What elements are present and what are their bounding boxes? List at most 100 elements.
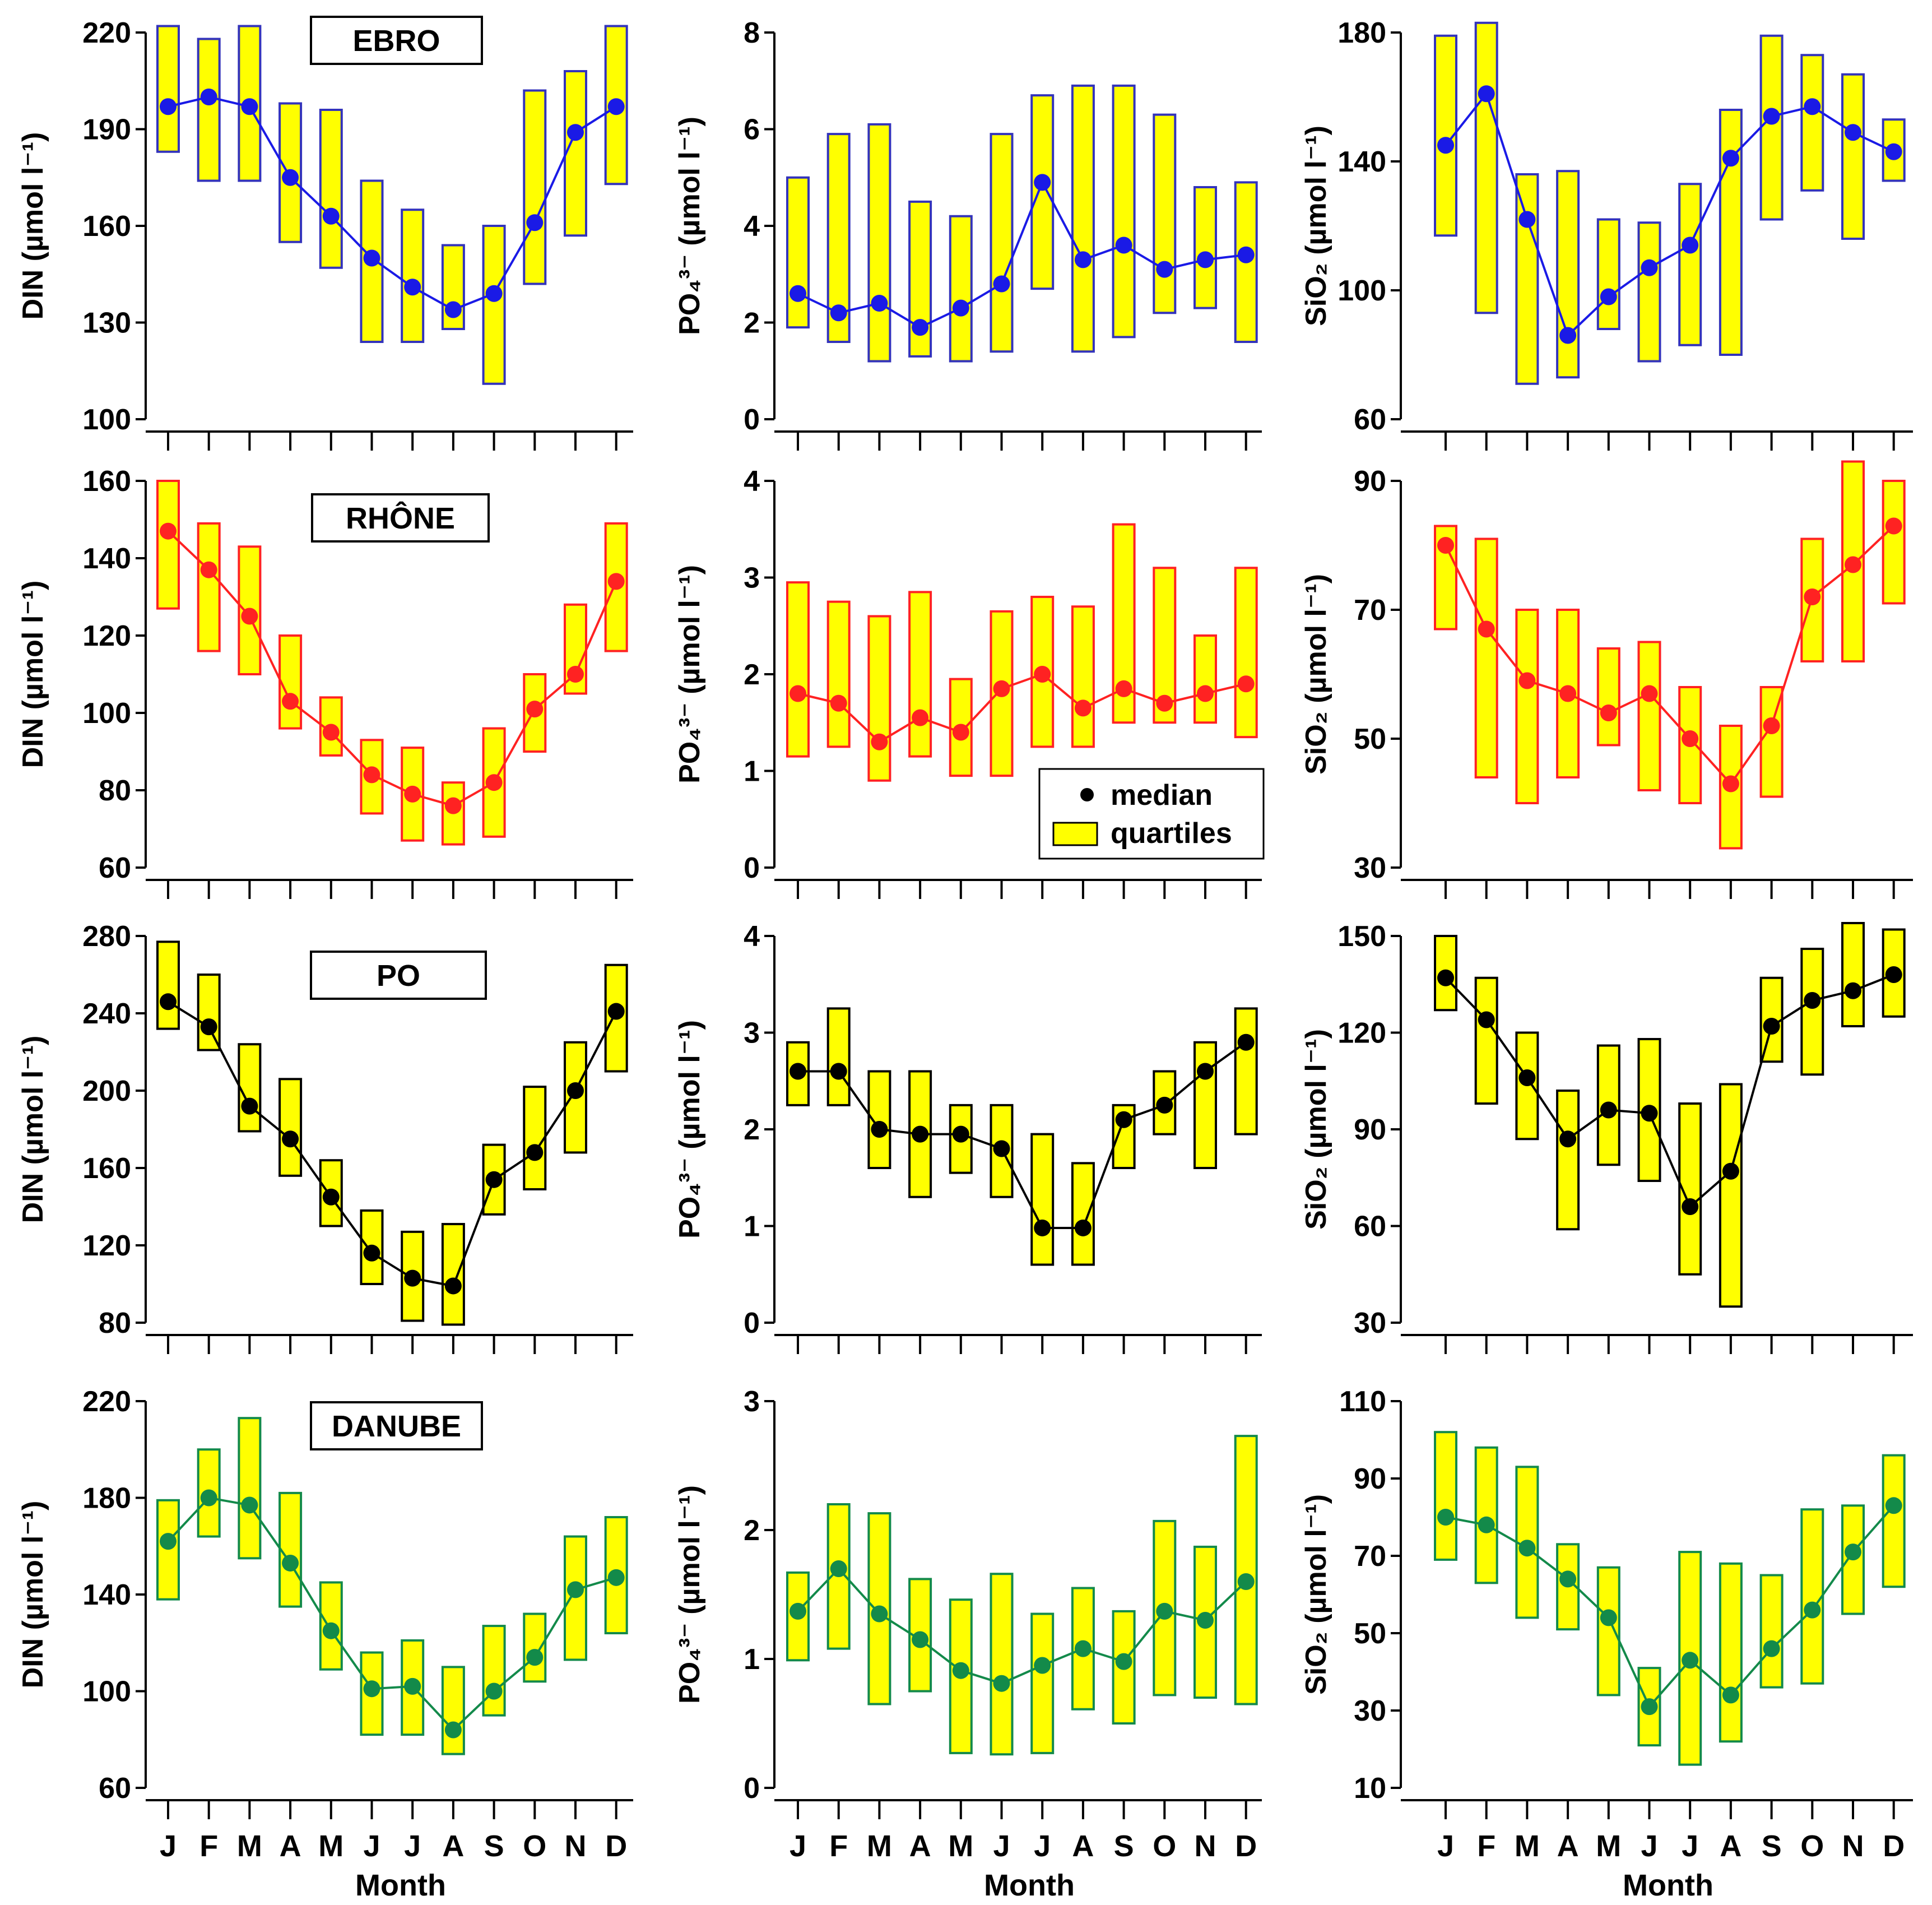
y-axis-label: PO₄³⁻ (µmol l⁻¹) — [674, 117, 706, 335]
y-tick-label: 3 — [744, 562, 760, 595]
median-point — [1763, 1018, 1780, 1035]
y-tick-label: 240 — [82, 998, 131, 1030]
median-point — [1559, 685, 1577, 702]
median-line — [797, 1567, 1247, 1685]
quartile-box — [197, 38, 221, 182]
y-tick-label: 120 — [82, 620, 131, 652]
median-point — [830, 694, 847, 712]
median-point — [1682, 730, 1699, 747]
panel-rhône-sio2: 30 50 70 90 SiO₂ (µmol l⁻¹) — [1300, 460, 1913, 899]
quartile-box — [826, 133, 851, 343]
y-tick-label: 60 — [99, 852, 131, 884]
quartile-box — [990, 133, 1014, 353]
median-point — [1804, 98, 1821, 115]
y-tick-label: 190 — [82, 114, 131, 146]
x-tick-label: M — [237, 1829, 262, 1863]
quartile-box — [1841, 922, 1865, 1027]
quartile-box — [319, 109, 343, 269]
quartile-box — [197, 974, 221, 1051]
median-line — [168, 95, 617, 311]
y-tick-label: 4 — [744, 920, 760, 953]
y-tick-label: 160 — [82, 210, 131, 243]
quartile-box — [1071, 1162, 1095, 1266]
y-tick-label: 140 — [82, 543, 131, 575]
quartile-box — [1882, 1454, 1906, 1588]
quartile-box — [1800, 54, 1824, 192]
median-point — [952, 299, 969, 317]
median-point — [444, 797, 462, 814]
quartile-box — [1719, 1083, 1743, 1308]
median-point — [1197, 251, 1214, 268]
x-axis-label: Month — [984, 1869, 1075, 1902]
median-point — [1437, 537, 1454, 554]
x-tick-label: M — [867, 1829, 892, 1863]
y-axis-label: PO₄³⁻ (µmol l⁻¹) — [674, 1485, 706, 1704]
x-tick-label: D — [1235, 1829, 1257, 1863]
median-point — [1115, 237, 1132, 254]
legend-quartiles-label: quartiles — [1111, 817, 1232, 850]
median-point — [607, 98, 625, 115]
median-point — [993, 1675, 1010, 1692]
x-tick-label: O — [1153, 1829, 1176, 1863]
median-point — [1763, 108, 1780, 125]
quartile-box — [1596, 647, 1620, 747]
median-point — [1237, 246, 1255, 263]
y-tick-label: 0 — [744, 852, 760, 884]
quartile-box — [156, 480, 180, 610]
x-tick-label: F — [829, 1829, 848, 1863]
median-point — [1722, 150, 1739, 167]
y-tick-label: 10 — [1354, 1772, 1386, 1805]
quartile-box — [1637, 641, 1661, 791]
quartile-box — [278, 1491, 303, 1608]
x-tick-label: J — [1682, 1829, 1698, 1863]
median-point — [567, 666, 584, 683]
median-point — [363, 766, 380, 784]
median-line — [797, 673, 1247, 744]
median-point — [363, 1680, 380, 1698]
median-point — [1845, 982, 1861, 999]
median-point — [789, 1602, 806, 1620]
median-point — [912, 709, 929, 726]
x-tick-label: S — [1762, 1829, 1782, 1863]
median-point — [200, 1489, 217, 1507]
y-tick-label: 6 — [744, 114, 760, 146]
y-tick-label: 50 — [1354, 723, 1386, 755]
median-point — [485, 1171, 503, 1188]
quartile-box — [482, 225, 506, 385]
y-tick-label: 4 — [744, 465, 760, 498]
quartile-box — [1071, 84, 1095, 353]
median-point — [1034, 1219, 1051, 1236]
quartile-box — [826, 1007, 851, 1106]
median-point — [952, 1125, 969, 1143]
median-point — [1722, 775, 1739, 792]
panel-ebro-sio2: 60 100 140 180 SiO₂ (µmol l⁻¹) — [1300, 17, 1913, 451]
median-point — [1074, 1640, 1092, 1657]
quartile-box — [1474, 537, 1498, 778]
median-point — [789, 685, 806, 702]
median-point — [993, 680, 1010, 697]
quartile-box — [441, 1223, 465, 1326]
median-point — [1885, 966, 1902, 983]
y-tick-label: 140 — [82, 1579, 131, 1611]
median-line — [1445, 91, 1894, 338]
median-point — [1559, 1570, 1577, 1588]
quartile-box — [1719, 1562, 1743, 1743]
quartile-box — [908, 591, 932, 758]
median-point — [1682, 1652, 1699, 1669]
x-tick-label: M — [948, 1829, 973, 1863]
quartile-box — [1719, 109, 1743, 356]
median-point — [1885, 1497, 1902, 1514]
x-tick-label: D — [1883, 1829, 1905, 1863]
y-tick-label: 90 — [1354, 1114, 1386, 1146]
x-tick-label: J — [160, 1829, 177, 1863]
panel-po-din: 80 120 160 200 240 280 DIN (µmol l⁻¹) PO — [17, 920, 633, 1354]
y-tick-label: 130 — [82, 307, 131, 340]
median-point — [485, 285, 503, 302]
median-point — [1763, 717, 1780, 734]
median-point — [1641, 1698, 1658, 1716]
median-point — [1641, 1105, 1658, 1122]
quartile-box — [1234, 181, 1258, 343]
